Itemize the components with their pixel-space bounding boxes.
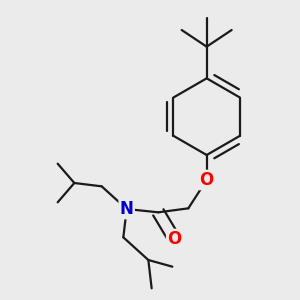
Text: O: O bbox=[167, 230, 182, 248]
Text: O: O bbox=[200, 171, 214, 189]
Text: N: N bbox=[120, 200, 134, 218]
